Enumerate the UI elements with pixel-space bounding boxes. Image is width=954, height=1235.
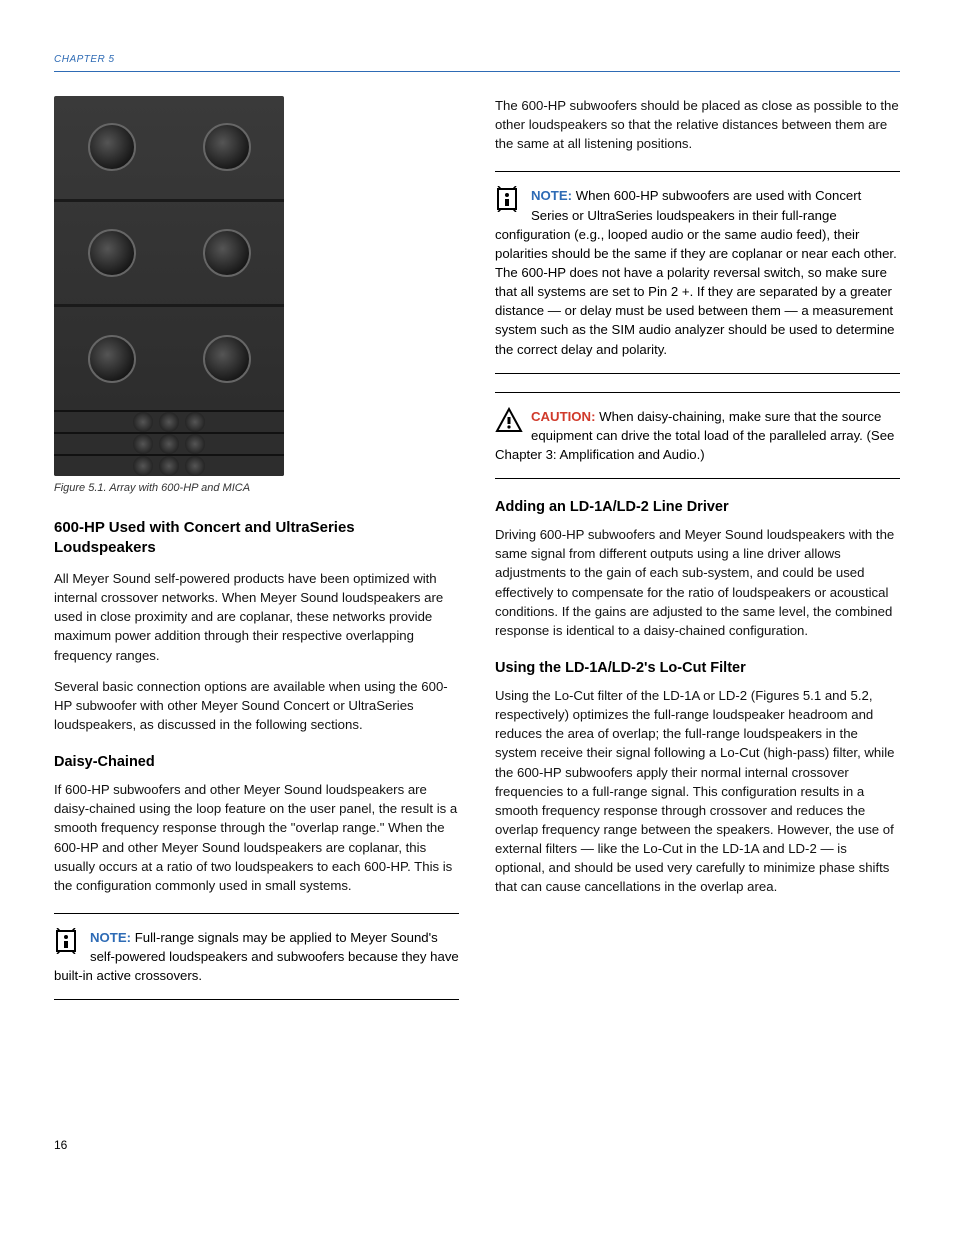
page: CHAPTER 5 Figure 5.1. Array with 600-HP …: [0, 0, 954, 1192]
right-column: The 600-HP subwoofers should be placed a…: [495, 96, 900, 1018]
info-icon: [495, 186, 525, 212]
note-callout: NOTE: When 600-HP subwoofers are used wi…: [495, 171, 900, 373]
caution-label: CAUTION:: [531, 409, 595, 424]
heading-daisy-chained: Daisy-Chained: [54, 754, 459, 770]
body-text: All Meyer Sound self-powered products ha…: [54, 569, 459, 665]
page-number: 16: [54, 1138, 900, 1152]
warning-icon: [495, 407, 525, 433]
body-text: If 600-HP subwoofers and other Meyer Sou…: [54, 780, 459, 895]
body-text: The 600-HP subwoofers should be placed a…: [495, 96, 900, 153]
note-label: NOTE:: [90, 930, 131, 945]
note-callout: NOTE: Full-range signals may be applied …: [54, 913, 459, 1000]
caution-callout: CAUTION: When daisy-chaining, make sure …: [495, 392, 900, 479]
heading-concert-ultraseries: 600-HP Used with Concert and UltraSeries…: [54, 518, 459, 557]
chapter-header: CHAPTER 5: [54, 54, 900, 72]
info-icon: [54, 928, 84, 954]
body-text: Using the Lo-Cut filter of the LD-1A or …: [495, 686, 900, 897]
body-text: Several basic connection options are ava…: [54, 677, 459, 734]
note-text: When 600-HP subwoofers are used with Con…: [495, 188, 897, 356]
figure-image-array: [54, 96, 284, 476]
heading-adding-ld: Adding an LD-1A/LD-2 Line Driver: [495, 499, 900, 515]
body-text: Driving 600-HP subwoofers and Meyer Soun…: [495, 525, 900, 640]
left-column: Figure 5.1. Array with 600-HP and MICA 6…: [54, 96, 459, 1018]
figure-caption: Figure 5.1. Array with 600-HP and MICA: [54, 482, 459, 494]
note-label: NOTE:: [531, 188, 572, 203]
heading-locut-filter: Using the LD-1A/LD-2's Lo-Cut Filter: [495, 660, 900, 676]
two-column-layout: Figure 5.1. Array with 600-HP and MICA 6…: [54, 96, 900, 1018]
figure-5-1: Figure 5.1. Array with 600-HP and MICA: [54, 96, 459, 494]
